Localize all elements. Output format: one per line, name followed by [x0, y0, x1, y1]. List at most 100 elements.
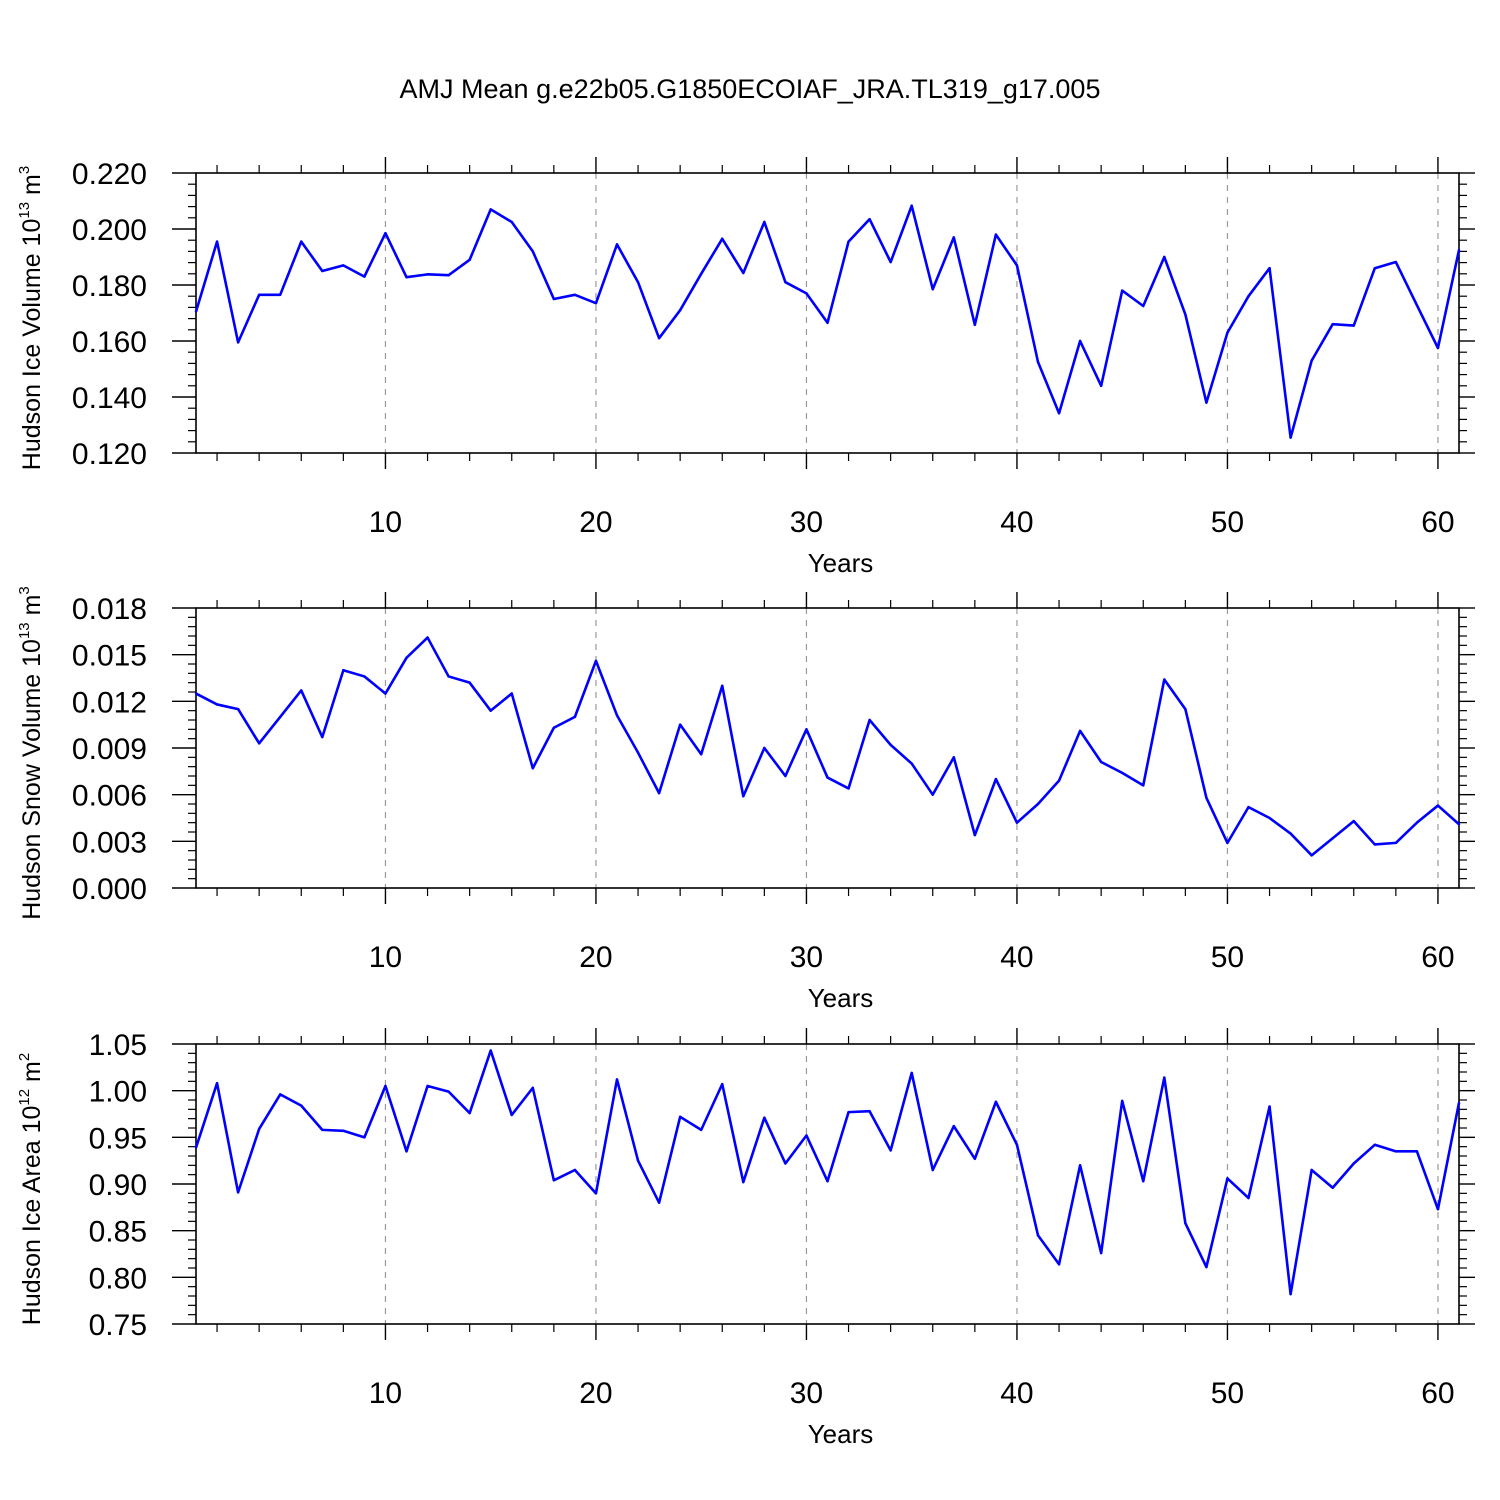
y-tick-label: 0.160: [72, 326, 147, 359]
data-point: [300, 1104, 303, 1107]
data-point: [847, 787, 850, 790]
panel-1: 10 20 30 40 50 60 0.120 0.140 0.160 0.180 0.200 0.2…: [16, 157, 1475, 578]
data-point: [194, 692, 198, 695]
data-point: [615, 1078, 619, 1081]
data-point: [1184, 1222, 1187, 1225]
data-point: [1184, 707, 1187, 711]
data-point: [1310, 359, 1313, 362]
data-point: [636, 1159, 640, 1162]
y-axis-label-part: m: [18, 1061, 46, 1089]
data-point: [994, 1100, 998, 1104]
data-point: [1310, 854, 1313, 857]
data-point: [721, 1082, 724, 1086]
y-axis-label-superscript: 13: [16, 622, 33, 639]
data-point: [1268, 267, 1271, 270]
y-tick-label: 0.009: [72, 733, 147, 766]
data-point: [405, 275, 408, 279]
data-point: [1457, 823, 1461, 826]
y-axis-label-part: Hudson Ice Volume 10: [18, 219, 46, 471]
data-point: [321, 735, 324, 739]
data-point: [257, 742, 261, 745]
x-tick-label: 20: [579, 506, 612, 539]
data-point: [1015, 821, 1019, 824]
data-point: [889, 1149, 892, 1152]
data-point: [721, 684, 724, 687]
data-point: [826, 321, 829, 324]
data-point: [1415, 1150, 1419, 1153]
x-axis-label: Years: [808, 548, 874, 578]
data-point: [889, 743, 892, 747]
data-point: [657, 337, 661, 340]
data-point: [1289, 436, 1292, 439]
data-point: [1142, 1180, 1145, 1183]
data-point: [1310, 1168, 1313, 1172]
data-point: [805, 1134, 808, 1137]
data-point: [805, 292, 808, 295]
data-point: [847, 1110, 850, 1114]
data-point: [1289, 1292, 1292, 1296]
data-point: [1205, 1265, 1208, 1269]
data-point: [236, 707, 240, 711]
data-point: [805, 728, 808, 731]
data-point: [1121, 1099, 1124, 1103]
data-point: [931, 288, 934, 291]
data-point: [973, 833, 977, 837]
data-point: [363, 1136, 366, 1139]
data-point: [342, 669, 345, 672]
data-point: [931, 793, 934, 796]
x-tick-label: 30: [790, 1377, 823, 1410]
data-point: [1163, 1076, 1166, 1079]
data-point: [384, 1084, 387, 1088]
data-point: [321, 269, 324, 273]
data-point: [594, 1192, 598, 1195]
y-axis-label-superscript: 12: [16, 1089, 33, 1106]
data-point: [636, 281, 640, 284]
data-point: [763, 1116, 766, 1119]
x-tick-label: 10: [369, 506, 402, 539]
data-point: [1268, 1105, 1271, 1108]
data-point: [510, 692, 513, 695]
data-point: [910, 762, 913, 765]
y-axis-label-superscript: 13: [16, 202, 33, 219]
data-point: [1015, 1143, 1019, 1147]
data-point: [321, 1128, 324, 1132]
data-point: [1415, 821, 1419, 824]
data-point: [405, 656, 408, 659]
data-point: [236, 341, 240, 344]
y-tick-label: 0.180: [72, 270, 147, 303]
data-point: [1036, 802, 1040, 806]
data-point: [342, 1129, 345, 1133]
data-point: [363, 675, 366, 678]
data-point: [573, 1168, 577, 1172]
data-point: [363, 275, 366, 278]
x-tick-label: 10: [369, 941, 402, 974]
data-point: [1394, 260, 1398, 264]
data-point: [742, 271, 745, 275]
data-point: [1142, 784, 1145, 787]
data-point: [784, 281, 787, 284]
data-point: [384, 232, 387, 235]
x-tick-label: 50: [1211, 1377, 1244, 1410]
y-axis-label: Hudson Snow Volume 1013 m3: [16, 586, 46, 920]
data-point: [426, 1084, 429, 1088]
data-point: [1057, 1263, 1061, 1266]
data-point: [215, 703, 219, 706]
y-tick-label: 0.200: [72, 214, 147, 247]
data-point: [910, 204, 913, 207]
figure-title: AMJ Mean g.e22b05.G1850ECOIAF_JRA.TL319_…: [399, 74, 1101, 104]
data-point: [1247, 1196, 1250, 1200]
y-axis-label: Hudson Ice Volume 1013 m3: [16, 166, 46, 470]
data-point: [700, 272, 703, 275]
data-point: [1142, 304, 1145, 308]
data-point: [215, 240, 219, 243]
data-point: [1121, 289, 1124, 292]
data-point: [1373, 1143, 1377, 1147]
data-point: [573, 293, 577, 296]
y-tick-label: 0.003: [72, 826, 147, 859]
data-point: [1394, 841, 1398, 845]
data-point: [931, 1168, 934, 1172]
y-tick-label: 0.018: [72, 593, 147, 626]
data-point: [279, 293, 282, 296]
data-point: [1036, 1234, 1040, 1237]
